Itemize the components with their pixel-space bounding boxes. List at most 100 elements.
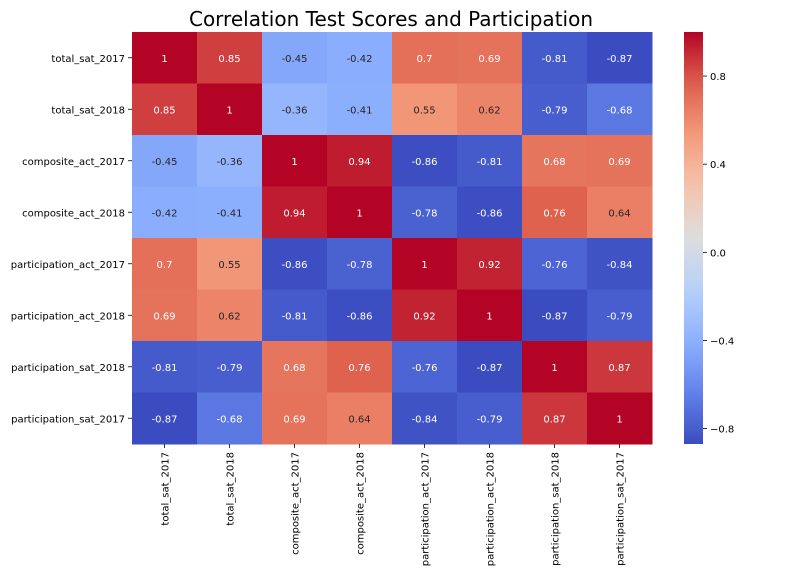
cell-value-label: -0.78 xyxy=(347,260,373,271)
cell-value-label: 0.94 xyxy=(283,208,305,219)
heatmap-cell xyxy=(132,341,198,393)
row-label: participation_sat_2017 xyxy=(11,414,125,425)
colorbar-ticks: 0.8 0.4 0.0 −0.4 −0.8 xyxy=(703,72,734,436)
heatmap-cell xyxy=(522,289,588,342)
column-tick-labels: total_sat_2017 total_sat_2018 composite_ac… xyxy=(161,444,627,566)
column-label: composite_act_2018 xyxy=(356,452,367,555)
cell-value-label: -0.41 xyxy=(217,208,243,219)
heatmap-cell xyxy=(327,135,393,187)
cell-value-label: 0.85 xyxy=(153,105,175,116)
cell-value-label: -0.81 xyxy=(542,54,568,65)
heatmap-cell xyxy=(392,83,458,136)
column-label: participation_sat_2018 xyxy=(551,452,562,566)
cell-value-label: -0.79 xyxy=(607,311,633,322)
heatmap-cell xyxy=(262,83,328,136)
chart-title: Correlation Test Scores and Participatio… xyxy=(189,7,593,31)
row-tick-labels: total_sat_2017 total_sat_2018 composite_ac… xyxy=(11,54,132,425)
row-label: participation_act_2017 xyxy=(11,260,125,271)
cell-value-label: 0.62 xyxy=(478,105,500,116)
heatmap-cell xyxy=(327,238,393,290)
heatmap-cell xyxy=(522,32,588,84)
heatmap-cell xyxy=(587,186,653,239)
heatmap-cell xyxy=(132,392,198,445)
heatmap-cell xyxy=(457,289,523,342)
cell-value-label: 0.55 xyxy=(218,260,240,271)
heatmap-cell xyxy=(197,341,263,393)
heatmap-cell xyxy=(327,392,393,445)
heatmap-cell xyxy=(197,238,263,290)
cell-value-label: -0.79 xyxy=(217,363,243,374)
heatmap-cell xyxy=(392,135,458,187)
cell-value-label: -0.81 xyxy=(152,363,178,374)
cell-value-label: -0.81 xyxy=(477,157,503,168)
heatmap-cell xyxy=(132,32,198,84)
heatmap-cell xyxy=(132,83,198,136)
cell-value-label: 0.64 xyxy=(608,208,630,219)
cell-value-label: 0.69 xyxy=(153,311,175,322)
heatmap-cell xyxy=(457,83,523,136)
column-label: total_sat_2017 xyxy=(161,452,172,526)
heatmap-cell xyxy=(587,238,653,290)
cell-value-label: 0.92 xyxy=(413,311,435,322)
cell-value-label: -0.36 xyxy=(217,157,243,168)
cell-value-label: -0.68 xyxy=(217,414,243,425)
column-label: composite_act_2017 xyxy=(291,452,302,555)
cell-value-label: 1 xyxy=(486,311,492,322)
cell-value-label: 0.7 xyxy=(417,54,433,65)
cell-value-label: 0.76 xyxy=(543,208,565,219)
heatmap-cell xyxy=(522,135,588,187)
row-label: composite_act_2018 xyxy=(22,208,125,219)
column-label: participation_act_2017 xyxy=(421,452,432,566)
column-label: total_sat_2018 xyxy=(226,452,237,526)
cell-value-label: 0.68 xyxy=(543,157,565,168)
cell-value-label: -0.87 xyxy=(542,311,568,322)
cell-value-label: -0.87 xyxy=(607,54,633,65)
heatmap-cell xyxy=(457,135,523,187)
cell-value-label: -0.81 xyxy=(282,311,308,322)
row-label: participation_sat_2018 xyxy=(11,363,125,374)
heatmap-cell xyxy=(197,83,263,136)
cell-value-label: -0.79 xyxy=(477,414,503,425)
cell-value-label: -0.68 xyxy=(607,105,633,116)
heatmap-cell xyxy=(327,83,393,136)
heatmap-cell xyxy=(392,289,458,342)
heatmap-cell xyxy=(587,32,653,84)
heatmap-cell xyxy=(262,32,328,84)
heatmap-cell xyxy=(392,392,458,445)
colorbar-tick-label: 0.4 xyxy=(710,160,726,171)
heatmap-cell xyxy=(522,238,588,290)
cell-value-label: -0.87 xyxy=(477,363,503,374)
row-label: total_sat_2018 xyxy=(51,105,125,116)
cell-value-label: -0.86 xyxy=(347,311,373,322)
row-label: total_sat_2017 xyxy=(51,54,125,65)
cell-value-label: -0.76 xyxy=(542,260,568,271)
heatmap-cell xyxy=(262,289,328,342)
heatmap-cell xyxy=(197,135,263,187)
cell-value-label: 0.68 xyxy=(283,363,305,374)
heatmap-cells: 1 0.85 -0.45 -0.42 0.7 0.69 -0.81 -0.87 0.85 1 -0.… xyxy=(132,32,653,445)
cell-value-label: 0.62 xyxy=(218,311,240,322)
heatmap-cell xyxy=(327,341,393,393)
cell-value-label: 1 xyxy=(291,157,297,168)
heatmap-cell xyxy=(522,341,588,393)
cell-value-label: 0.76 xyxy=(348,363,370,374)
heatmap-cell xyxy=(587,392,653,445)
cell-value-label: 0.92 xyxy=(478,260,500,271)
heatmap-cell xyxy=(262,341,328,393)
heatmap-cell xyxy=(327,186,393,239)
cell-value-label: 1 xyxy=(226,105,232,116)
cell-value-label: 0.87 xyxy=(543,414,565,425)
cell-value-label: 0.64 xyxy=(348,414,370,425)
heatmap-cell xyxy=(457,32,523,84)
colorbar-tick-label: 0.0 xyxy=(710,248,726,259)
heatmap-cell xyxy=(457,392,523,445)
cell-value-label: -0.79 xyxy=(542,105,568,116)
heatmap-cell xyxy=(197,392,263,445)
cell-value-label: 0.85 xyxy=(218,54,240,65)
heatmap-cell xyxy=(522,83,588,136)
cell-value-label: -0.84 xyxy=(412,414,438,425)
cell-value-label: -0.42 xyxy=(347,54,373,65)
cell-value-label: 1 xyxy=(616,414,622,425)
cell-value-label: 1 xyxy=(161,54,167,65)
cell-value-label: -0.78 xyxy=(412,208,438,219)
